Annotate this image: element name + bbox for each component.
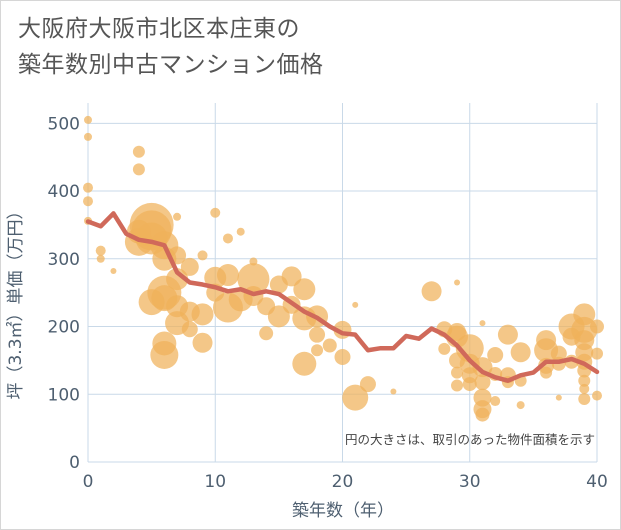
bubble-point [249, 257, 258, 266]
bubble-point [475, 407, 490, 422]
bubble-point [592, 390, 602, 401]
y-tick-label: 500 [48, 114, 80, 134]
bubble-point [236, 227, 245, 236]
y-tick-label: 100 [48, 385, 80, 405]
chart-title-line-1: 大阪府大阪市北区本庄東の [18, 16, 300, 42]
bubble-point [342, 384, 369, 411]
bubble-point [555, 394, 562, 401]
x-axis-label: 築年数（年） [292, 501, 394, 521]
bubble-point [591, 347, 603, 360]
bubble-point [293, 278, 316, 301]
bubble-point [191, 303, 214, 326]
bubble-point [166, 268, 189, 291]
bubble-point [210, 207, 221, 218]
bubble-point [181, 321, 198, 338]
x-tick-label: 30 [459, 472, 481, 492]
bubble-point [510, 342, 531, 363]
bubble-point [267, 305, 290, 328]
x-tick-label: 40 [586, 472, 608, 492]
chart-title-line-2: 築年数別中古マンション価格 [18, 52, 324, 78]
bubble-point [311, 344, 324, 357]
y-tick-label: 400 [48, 182, 80, 202]
bubble-point [474, 374, 491, 391]
bubble-point [150, 340, 179, 369]
bubble-point [550, 345, 567, 362]
bubble-point [334, 349, 351, 366]
x-tick-labels: 0 10 20 30 40 [83, 472, 608, 492]
bubble-point [322, 338, 337, 353]
bubble-point [390, 388, 397, 395]
y-tick-labels: 0 100 200 300 400 500 [48, 114, 80, 473]
bubble-point [579, 383, 590, 394]
bubble-point [359, 376, 376, 393]
bubble-point [84, 132, 92, 141]
size-note: 円の大きさは、取引のあった物件面積を示す [345, 432, 595, 447]
bubble-point [192, 332, 213, 353]
bubble-point [352, 301, 359, 308]
bubble-point [540, 366, 553, 379]
average-price-line [85, 211, 600, 383]
bubble-point [309, 326, 326, 343]
y-tick-label: 200 [48, 318, 80, 338]
bubble-point [216, 264, 239, 287]
bubble-point [438, 342, 451, 355]
bubble-point [479, 320, 486, 327]
y-axis-label: 坪（3.3㎡）単価（万円） [6, 202, 26, 399]
bubble-point [516, 401, 525, 410]
bubble-point [451, 366, 464, 379]
chart-title: 大阪府大阪市北区本庄東の 築年数別中古マンション価格 [18, 11, 324, 83]
bubble-point [222, 233, 233, 244]
trend-line-layer [85, 211, 600, 383]
bubble-point [132, 145, 145, 158]
bubble-point [197, 250, 208, 261]
bubble-point [292, 351, 317, 376]
bubble-point [578, 374, 591, 387]
bubble-point [83, 182, 93, 193]
bubble-point [487, 346, 504, 363]
bubble-point [173, 212, 182, 221]
bubble-point [132, 163, 145, 176]
bubble-point [462, 377, 477, 392]
bubble-point [95, 245, 106, 256]
x-tick-label: 0 [83, 472, 94, 492]
bubble-point [451, 379, 464, 392]
x-tick-label: 10 [204, 472, 226, 492]
x-tick-label: 20 [332, 472, 354, 492]
bubble-point [490, 396, 501, 407]
bubble-point [237, 263, 270, 296]
bubble-point [590, 319, 604, 334]
bubble-point [110, 267, 117, 274]
y-tick-label: 0 [69, 453, 80, 473]
bubble-point [180, 257, 199, 276]
bubble-point [497, 324, 518, 345]
bubble-point [421, 281, 442, 302]
bubble-point [83, 196, 93, 207]
bubble-point [454, 279, 461, 286]
y-tick-label: 300 [48, 250, 80, 270]
bubble-point [96, 254, 105, 263]
bubble-point [578, 393, 591, 406]
bubble-point [259, 326, 274, 341]
bubble-point [84, 115, 92, 124]
bubble-point [281, 266, 302, 287]
